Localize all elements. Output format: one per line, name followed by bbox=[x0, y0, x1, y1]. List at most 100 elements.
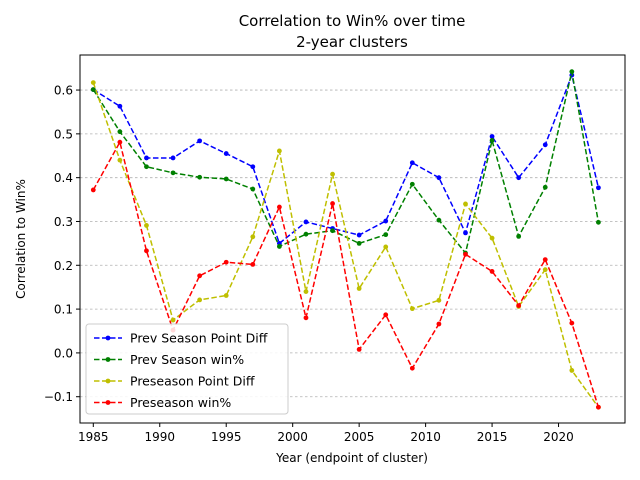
y-tick-label: −0.1 bbox=[44, 390, 73, 404]
data-point bbox=[117, 129, 123, 135]
data-point bbox=[250, 186, 256, 192]
data-point bbox=[223, 176, 229, 182]
chart-title: Correlation to Win% over time bbox=[239, 12, 466, 30]
data-point bbox=[117, 103, 123, 109]
legend: Prev Season Point Diff Prev Season win% Pr… bbox=[85, 323, 289, 415]
data-point bbox=[409, 160, 415, 166]
data-point bbox=[356, 347, 362, 352]
data-point bbox=[330, 201, 335, 206]
data-point bbox=[489, 138, 495, 143]
data-point bbox=[436, 175, 442, 181]
y-tick-label: 0.5 bbox=[54, 127, 73, 141]
data-point bbox=[409, 306, 415, 312]
data-point bbox=[542, 184, 548, 190]
data-point bbox=[197, 138, 203, 144]
data-point bbox=[463, 251, 468, 257]
series-line bbox=[92, 71, 600, 255]
data-point bbox=[170, 155, 176, 161]
data-point bbox=[144, 223, 149, 228]
y-axis-label: Correlation to Win% bbox=[14, 179, 28, 299]
y-tick-label: 0.2 bbox=[54, 259, 73, 273]
series-line bbox=[92, 72, 600, 245]
data-point bbox=[542, 142, 548, 148]
legend-box bbox=[85, 323, 289, 415]
data-point bbox=[223, 293, 229, 298]
data-point bbox=[330, 171, 335, 177]
y-axis: −0.1 0.0 0.1 0.2 0.3 0.4 0.5 0.6 bbox=[44, 84, 80, 404]
legend-label: Prev Season Point Diff bbox=[130, 331, 268, 346]
data-point bbox=[569, 320, 575, 326]
data-point bbox=[197, 297, 203, 303]
data-point bbox=[223, 259, 229, 265]
data-point bbox=[144, 248, 149, 254]
data-point bbox=[276, 204, 282, 210]
series-preseason-point-diff bbox=[90, 80, 601, 410]
data-point bbox=[356, 232, 362, 238]
data-point bbox=[250, 164, 256, 170]
data-point bbox=[489, 235, 495, 241]
data-point bbox=[463, 230, 468, 236]
legend-label: Preseason Point Diff bbox=[130, 374, 255, 389]
data-point bbox=[276, 148, 282, 154]
data-point bbox=[90, 80, 96, 85]
legend-marker bbox=[105, 400, 111, 405]
data-point bbox=[436, 297, 442, 303]
legend-label: Prev Season win% bbox=[130, 352, 244, 367]
data-point bbox=[144, 164, 149, 170]
data-point bbox=[90, 187, 96, 193]
y-tick-label: 0.4 bbox=[54, 171, 73, 185]
data-point bbox=[383, 312, 389, 318]
data-point bbox=[90, 87, 96, 93]
data-point bbox=[542, 257, 548, 262]
data-point bbox=[569, 69, 575, 75]
data-point bbox=[250, 234, 256, 240]
series-prev-season-win- bbox=[90, 69, 601, 256]
series-line bbox=[92, 140, 600, 408]
data-point bbox=[409, 365, 415, 371]
data-point bbox=[303, 219, 309, 225]
data-point bbox=[144, 155, 149, 161]
data-point bbox=[436, 217, 442, 223]
data-point bbox=[303, 231, 309, 237]
legend-marker bbox=[105, 378, 111, 384]
x-tick-label: 2015 bbox=[477, 430, 508, 444]
series-preseason-win- bbox=[90, 139, 601, 410]
data-point bbox=[356, 286, 362, 291]
data-point bbox=[117, 157, 123, 163]
data-point bbox=[569, 368, 575, 373]
x-tick-label: 2005 bbox=[344, 430, 375, 444]
data-point bbox=[170, 170, 176, 176]
data-point bbox=[436, 321, 442, 327]
legend-marker bbox=[105, 335, 111, 341]
data-point bbox=[489, 269, 495, 274]
data-point bbox=[303, 315, 309, 321]
data-point bbox=[223, 151, 229, 156]
series-line bbox=[92, 82, 600, 408]
data-point bbox=[117, 139, 123, 145]
x-tick-label: 2010 bbox=[410, 430, 441, 444]
x-tick-label: 2000 bbox=[277, 430, 308, 444]
data-point bbox=[197, 174, 203, 180]
data-point bbox=[489, 134, 495, 139]
y-tick-label: 0.6 bbox=[54, 84, 73, 98]
data-point bbox=[596, 185, 601, 191]
x-tick-label: 1995 bbox=[211, 430, 242, 444]
data-point bbox=[516, 175, 522, 181]
data-point bbox=[596, 219, 601, 225]
data-point bbox=[250, 262, 256, 267]
plot-frame bbox=[79, 54, 626, 424]
chart-subtitle: 2-year clusters bbox=[296, 33, 408, 51]
data-point bbox=[542, 267, 548, 273]
series-prev-season-point-diff bbox=[90, 72, 601, 246]
y-tick-label: 0.1 bbox=[54, 303, 73, 317]
data-point bbox=[356, 240, 362, 246]
x-tick-label: 1990 bbox=[144, 430, 175, 444]
y-tick-label: 0.3 bbox=[54, 215, 73, 229]
data-point bbox=[516, 233, 522, 239]
data-point bbox=[276, 244, 282, 249]
x-tick-label: 1985 bbox=[78, 430, 109, 444]
data-point bbox=[383, 218, 389, 224]
legend-marker bbox=[105, 357, 111, 362]
data-point bbox=[409, 181, 415, 187]
